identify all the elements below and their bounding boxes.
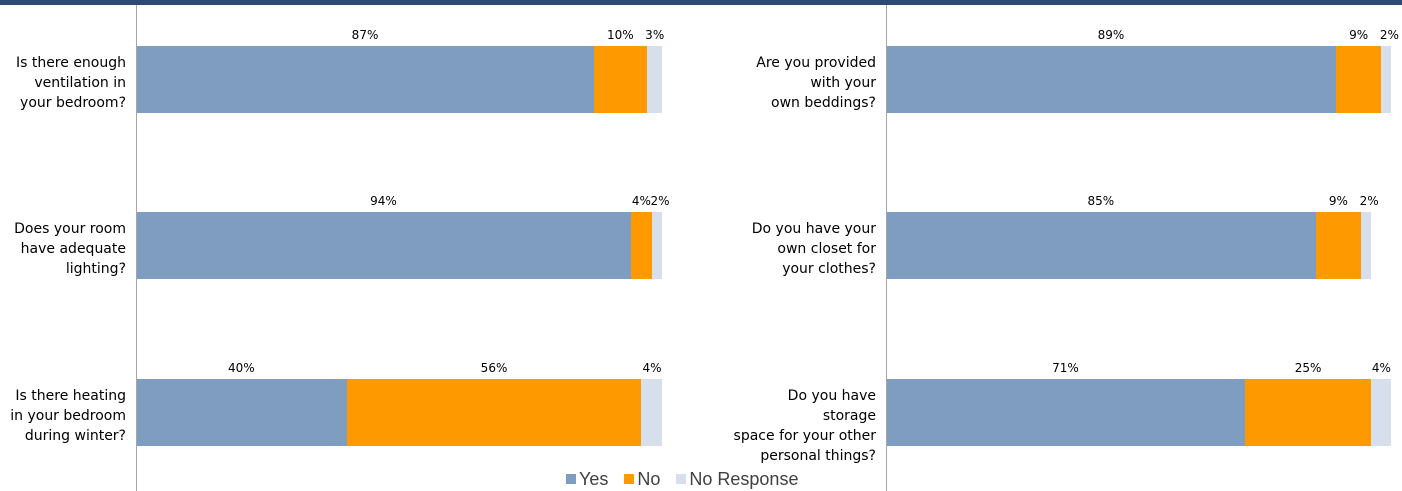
legend-label-no: No xyxy=(637,468,661,489)
category-axis-line xyxy=(886,5,887,491)
chart-panel-left: Is there enough ventilation in your bedr… xyxy=(0,5,680,491)
data-label-no-response: 3% xyxy=(645,28,665,42)
legend-label-yes: Yes xyxy=(579,468,609,489)
legend: Yes No No Response xyxy=(566,468,814,490)
question-label: Do you have your own closet for your clo… xyxy=(751,221,876,277)
legend-item-no: No xyxy=(624,469,660,490)
legend-swatch-no xyxy=(624,474,635,484)
data-label-yes: 87% xyxy=(351,28,379,42)
question-label: Does your room have adequate lighting? xyxy=(14,221,126,277)
bar-segment-yes xyxy=(886,212,1316,279)
question-label: Are you provided with your own beddings? xyxy=(756,55,876,111)
bar-segment-yes xyxy=(886,379,1245,446)
chart-panel-right: Are you provided with your own beddings?… xyxy=(734,5,1402,491)
bar-segment-no xyxy=(630,212,652,279)
data-label-no: 10% xyxy=(607,28,634,42)
bar-segment-no xyxy=(346,379,642,446)
bar-segment-yes xyxy=(136,379,347,446)
data-label-no-response: 4% xyxy=(1371,361,1391,375)
question-label: Do you have storage space for your other… xyxy=(733,388,876,464)
bar-segment-yes xyxy=(136,46,595,113)
data-label-no: 9% xyxy=(1328,194,1348,208)
bar-segment-no-response xyxy=(646,46,663,113)
bar-segment-no-response xyxy=(1361,212,1372,279)
data-label-no-response: 2% xyxy=(1379,28,1399,42)
data-label-yes: 94% xyxy=(370,194,397,208)
bar-segment-yes xyxy=(886,46,1336,113)
legend-item-yes: Yes xyxy=(566,469,608,490)
bar-segment-yes xyxy=(136,212,631,279)
data-label-no: 56% xyxy=(480,361,508,375)
bar-segment-no-response xyxy=(641,379,663,446)
legend-item-no-response: No Response xyxy=(676,469,798,490)
data-label-yes: 40% xyxy=(227,361,255,375)
question-label: Is there heating in your bedroom during … xyxy=(10,388,126,444)
data-label-no-response: 2% xyxy=(1359,194,1379,208)
bar-segment-no xyxy=(594,46,647,113)
top-rule xyxy=(0,0,1402,5)
category-axis-line xyxy=(136,5,137,491)
legend-label-no-response: No Response xyxy=(689,468,799,489)
data-label-no-response: 4% xyxy=(642,361,662,375)
data-label-no-response: 2% xyxy=(650,194,670,208)
legend-swatch-yes xyxy=(566,474,576,484)
bar-segment-no-response xyxy=(651,212,663,279)
data-label-yes: 71% xyxy=(1052,361,1079,375)
legend-swatch-no-response xyxy=(676,474,687,484)
bar-segment-no-response xyxy=(1381,46,1392,113)
data-label-no: 4% xyxy=(631,194,651,208)
bar-segment-no-response xyxy=(1371,379,1392,446)
bar-segment-no xyxy=(1335,46,1382,113)
data-label-yes: 85% xyxy=(1087,194,1115,208)
bar-segment-no xyxy=(1244,379,1372,446)
data-label-no: 25% xyxy=(1294,361,1322,375)
data-label-no: 9% xyxy=(1349,28,1369,42)
data-label-yes: 89% xyxy=(1097,28,1125,42)
question-label: Is there enough ventilation in your bedr… xyxy=(15,55,126,111)
bar-segment-no xyxy=(1315,212,1362,279)
